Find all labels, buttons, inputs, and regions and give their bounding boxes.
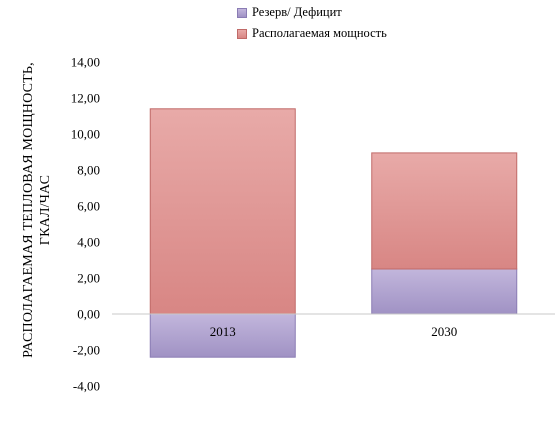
x-tick-label: 2030 xyxy=(431,324,457,339)
y-tick-label: 4,00 xyxy=(77,235,100,250)
y-tick-label: 10,00 xyxy=(71,127,100,142)
x-axis-labels: 2013 2030 xyxy=(210,324,458,339)
y-tick-label: 0,00 xyxy=(77,307,100,322)
y-tick-label: 14,00 xyxy=(71,55,100,70)
y-tick-label: -2,00 xyxy=(73,343,100,358)
bar-2030-series-1 xyxy=(371,152,518,270)
bar-2013-series-0 xyxy=(149,313,296,358)
y-tick-label: -4,00 xyxy=(73,379,100,394)
y-axis: -4,00 -2,00 0,00 2,00 4,00 6,00 8,00 10,00 12,00… xyxy=(71,55,100,394)
bars xyxy=(112,108,555,358)
y-tick-label: 8,00 xyxy=(77,163,100,178)
legend-item-reserve: Резерв/ Дефицит xyxy=(237,2,387,23)
y-tick-label: 6,00 xyxy=(77,199,100,214)
y-tick-label: 2,00 xyxy=(77,271,100,286)
legend-swatch-capacity xyxy=(237,28,247,39)
y-tick-label: 12,00 xyxy=(71,91,100,106)
legend: Резерв/ Дефицит Располагаемая мощность xyxy=(237,2,387,44)
legend-label-capacity: Располагаемая мощность xyxy=(252,26,387,40)
bar-2013-series-1 xyxy=(149,108,296,315)
x-tick-label: 2013 xyxy=(210,324,236,339)
legend-label-reserve: Резерв/ Дефицит xyxy=(252,5,342,19)
legend-swatch-reserve xyxy=(237,7,247,18)
bar-2030-series-0 xyxy=(371,268,518,315)
legend-item-capacity: Располагаемая мощность xyxy=(237,23,387,44)
